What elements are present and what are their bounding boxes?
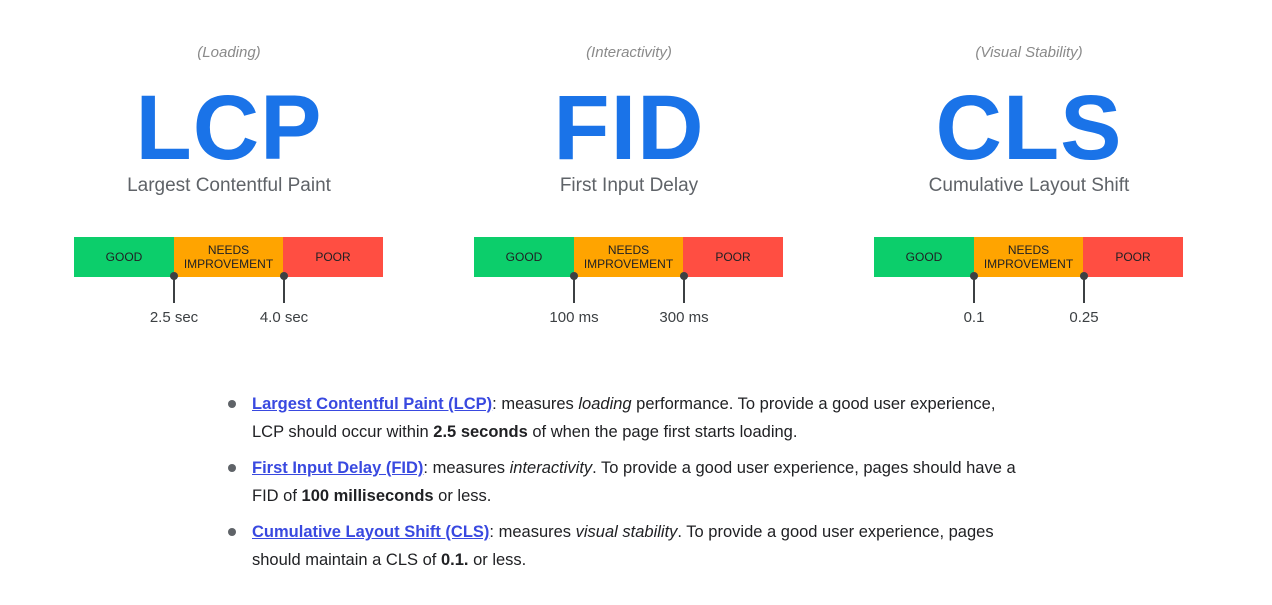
cls-link[interactable]: Cumulative Layout Shift (CLS) [252, 523, 490, 541]
list-emphasis: visual stability [575, 523, 678, 541]
segment-poor: POOR [683, 237, 783, 277]
metric-full-name: Largest Contentful Paint [127, 175, 331, 196]
metric-full-name: Cumulative Layout Shift [928, 175, 1130, 196]
segment-good: GOOD [74, 237, 174, 277]
list-text: or less. [433, 487, 492, 505]
list-item: Cumulative Layout Shift (CLS): measures … [228, 518, 1028, 574]
list-text: . To provide a good user experience, pag… [252, 459, 1016, 505]
bullet-icon [228, 528, 236, 536]
list-strong: 100 milliseconds [301, 487, 434, 505]
threshold-label: 2.5 sec [149, 309, 199, 326]
segment-needs-line2: IMPROVEMENT [183, 257, 274, 271]
threshold-label: 0.25 [1069, 309, 1099, 326]
segment-needs-line2: IMPROVEMENT [583, 257, 674, 271]
threshold-marker [1080, 272, 1088, 280]
lcp-link[interactable]: Largest Contentful Paint (LCP) [252, 395, 493, 413]
list-item: First Input Delay (FID): measures intera… [228, 454, 1028, 510]
metric-category: (Interactivity) [586, 44, 672, 61]
threshold-tick [683, 277, 685, 303]
threshold-label: 100 ms [549, 309, 599, 326]
segment-poor: POOR [1083, 237, 1183, 277]
segment-needs-line1: NEEDS [1007, 243, 1050, 257]
threshold-marker [680, 272, 688, 280]
threshold-label: 4.0 sec [259, 309, 309, 326]
metric-abbreviation: CLS [935, 77, 1123, 179]
metric-abbreviation: LCP [135, 77, 323, 179]
threshold-bar: GOOD NEEDS IMPROVEMENT POOR [474, 237, 783, 277]
threshold-marker [280, 272, 288, 280]
threshold-marker [570, 272, 578, 280]
threshold-bar: GOOD NEEDS IMPROVEMENT POOR [874, 237, 1183, 277]
list-strong: 0.1. [440, 551, 469, 569]
segment-needs-improvement: NEEDS IMPROVEMENT [574, 237, 683, 277]
threshold-tick [1083, 277, 1085, 303]
segment-needs-line1: NEEDS [207, 243, 250, 257]
fid-link[interactable]: First Input Delay (FID) [252, 459, 424, 477]
segment-needs-improvement: NEEDS IMPROVEMENT [174, 237, 283, 277]
segment-needs-line1: NEEDS [607, 243, 650, 257]
segment-needs-improvement: NEEDS IMPROVEMENT [974, 237, 1083, 277]
threshold-label: 300 ms [659, 309, 709, 326]
bullet-icon [228, 464, 236, 472]
threshold-tick [173, 277, 175, 303]
threshold-tick [573, 277, 575, 303]
metric-full-name: First Input Delay [559, 175, 699, 196]
list-text: performance. To provide a good user expe… [252, 395, 996, 441]
list-text: or less. [468, 551, 527, 569]
metric-category: (Loading) [197, 44, 261, 61]
metric-abbreviation: FID [553, 77, 705, 179]
metrics-description-list: Largest Contentful Paint (LCP): measures… [228, 390, 1028, 582]
threshold-label: 0.1 [963, 309, 985, 326]
segment-good: GOOD [474, 237, 574, 277]
segment-poor: POOR [283, 237, 383, 277]
list-emphasis: loading [578, 395, 632, 413]
metric-category: (Visual Stability) [975, 44, 1083, 61]
list-text: : measures [492, 395, 579, 413]
threshold-marker [970, 272, 978, 280]
threshold-bar: GOOD NEEDS IMPROVEMENT POOR [74, 237, 383, 277]
threshold-marker [170, 272, 178, 280]
list-item: Largest Contentful Paint (LCP): measures… [228, 390, 1028, 446]
segment-needs-line2: IMPROVEMENT [983, 257, 1074, 271]
threshold-tick [973, 277, 975, 303]
list-text: . To provide a good user experience, pag… [252, 523, 994, 569]
list-strong: 2.5 seconds [433, 423, 528, 441]
list-text: of when the page first starts loading. [527, 423, 798, 441]
list-text: : measures [489, 523, 576, 541]
bullet-icon [228, 400, 236, 408]
list-emphasis: interactivity [509, 459, 593, 477]
segment-good: GOOD [874, 237, 974, 277]
threshold-tick [283, 277, 285, 303]
list-text: : measures [423, 459, 510, 477]
